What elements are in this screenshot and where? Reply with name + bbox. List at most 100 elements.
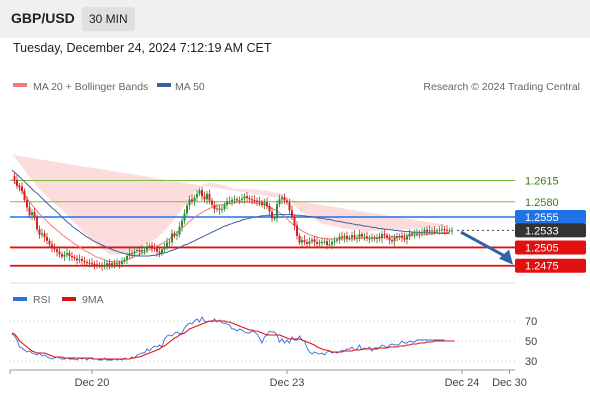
rsi-ma-line <box>11 320 455 360</box>
candle <box>203 196 206 200</box>
candle <box>218 208 221 210</box>
candle <box>148 245 151 247</box>
candle <box>266 202 268 207</box>
candle <box>46 237 48 241</box>
candle <box>268 206 271 212</box>
rsi-line <box>11 316 445 361</box>
candle <box>378 237 381 239</box>
candle <box>233 199 236 201</box>
candle <box>71 255 73 258</box>
candle <box>206 193 208 200</box>
candle <box>438 229 441 231</box>
candle <box>143 249 146 251</box>
candle <box>103 265 106 267</box>
level-label-resistance: 1.2615 <box>525 175 559 187</box>
candle <box>246 196 248 199</box>
candle <box>213 204 216 210</box>
candle <box>331 241 333 245</box>
candle <box>341 236 343 238</box>
ma50-legend-swatch <box>157 83 171 87</box>
candle <box>381 234 383 239</box>
candle <box>411 233 413 235</box>
candle <box>141 249 143 252</box>
header-bar: GBP/USD 30 MIN <box>0 0 590 38</box>
candle <box>156 248 158 252</box>
candle <box>26 199 28 208</box>
candle <box>23 190 26 200</box>
legend-ma50: MA 50 <box>175 81 205 93</box>
candle <box>426 229 428 232</box>
candle <box>138 249 141 252</box>
candle <box>176 234 178 236</box>
candle <box>408 233 411 237</box>
candle <box>186 205 188 214</box>
candle <box>146 246 148 250</box>
candle <box>183 213 186 221</box>
candle <box>181 220 183 227</box>
candle <box>21 186 23 191</box>
candle <box>303 240 306 242</box>
candle <box>243 196 246 199</box>
candle <box>161 249 163 254</box>
candle <box>436 230 438 232</box>
timeframe-badge[interactable]: 30 MIN <box>82 7 135 31</box>
candle <box>51 244 53 249</box>
candle <box>171 233 173 242</box>
bollinger-band <box>12 154 450 255</box>
candle <box>43 233 46 238</box>
candle <box>263 202 266 205</box>
candle <box>353 235 356 238</box>
candle <box>128 252 131 256</box>
candle <box>193 197 196 202</box>
candle <box>96 264 98 266</box>
candle <box>348 237 351 239</box>
projection-arrow-shaft <box>460 230 507 258</box>
candle <box>153 248 156 250</box>
candle <box>38 229 41 235</box>
x-tick-label: Dec 23 <box>270 377 305 389</box>
candle <box>403 237 406 240</box>
candle <box>293 217 296 226</box>
candle <box>393 237 396 242</box>
ma50-line <box>11 169 450 257</box>
level-tag-support <box>515 240 586 255</box>
candle <box>306 241 308 244</box>
candle <box>231 199 233 202</box>
candle <box>168 241 171 243</box>
candle <box>191 199 193 202</box>
candle <box>356 237 358 239</box>
candle <box>151 245 153 249</box>
candle <box>388 237 391 241</box>
candle <box>258 201 261 203</box>
candle <box>58 251 61 255</box>
candle <box>133 251 136 254</box>
candle <box>211 200 213 205</box>
candle <box>276 204 278 219</box>
level-label-last: 1.2533 <box>525 225 559 237</box>
candle <box>108 263 111 266</box>
candle <box>158 251 161 254</box>
candle <box>66 252 68 255</box>
candle <box>366 236 368 239</box>
candle <box>301 240 303 243</box>
candle <box>328 244 331 246</box>
candle <box>56 249 58 252</box>
candle <box>376 237 378 239</box>
rsi-tick-label: 30 <box>525 356 537 368</box>
candle <box>223 204 226 210</box>
candle <box>91 263 93 265</box>
candle <box>318 242 321 244</box>
candle <box>101 265 103 267</box>
candle <box>368 238 371 240</box>
candle <box>298 235 301 243</box>
candle <box>391 240 393 242</box>
candle <box>431 230 433 232</box>
x-tick-label: Dec 24 <box>445 377 480 389</box>
candle <box>68 252 71 256</box>
candle <box>286 200 288 203</box>
candle <box>33 212 36 217</box>
candle <box>358 234 361 238</box>
candle <box>326 241 328 246</box>
candle <box>106 263 108 266</box>
